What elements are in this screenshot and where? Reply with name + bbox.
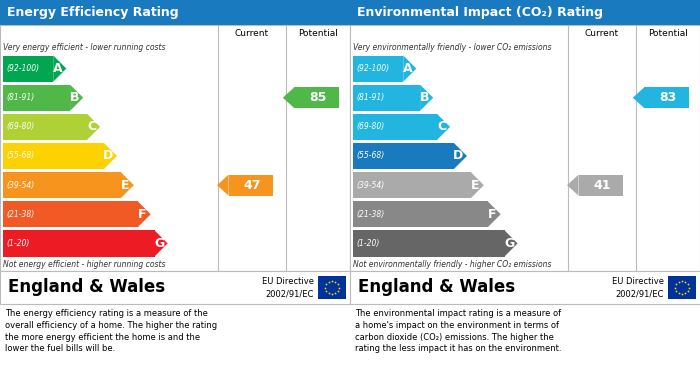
Polygon shape (470, 172, 484, 198)
Polygon shape (420, 84, 433, 111)
Bar (644, 87, 689, 108)
Bar (350, 25, 700, 271)
Bar (229, 175, 273, 196)
Text: Energy Efficiency Rating: Energy Efficiency Rating (7, 6, 178, 19)
Bar (3, 56, 53, 82)
Text: E: E (121, 179, 130, 192)
Text: The energy efficiency rating is a measure of the
overall efficiency of a home. T: The energy efficiency rating is a measur… (5, 309, 217, 353)
Text: Very energy efficient - lower running costs: Very energy efficient - lower running co… (3, 43, 165, 52)
Text: C: C (87, 120, 96, 133)
Text: B: B (420, 91, 429, 104)
Bar (353, 201, 488, 227)
Text: (69-80): (69-80) (6, 122, 34, 131)
Text: 41: 41 (593, 179, 610, 192)
Text: 47: 47 (243, 179, 260, 192)
Polygon shape (633, 87, 644, 108)
Text: (21-38): (21-38) (6, 210, 34, 219)
Text: Very environmentally friendly - lower CO₂ emissions: Very environmentally friendly - lower CO… (353, 43, 552, 52)
Bar (350, 0, 700, 25)
Text: Potential: Potential (298, 29, 338, 38)
Text: D: D (454, 149, 463, 163)
Text: G: G (154, 237, 164, 250)
Text: (92-100): (92-100) (6, 64, 39, 73)
Polygon shape (53, 56, 66, 82)
Bar (3, 143, 104, 169)
Bar (353, 172, 470, 198)
Text: (69-80): (69-80) (356, 122, 384, 131)
Polygon shape (120, 172, 134, 198)
Text: England & Wales: England & Wales (358, 278, 515, 296)
Polygon shape (488, 201, 500, 227)
Bar (318, 276, 346, 300)
Text: G: G (504, 237, 514, 250)
Bar (668, 276, 696, 300)
Text: A: A (403, 62, 412, 75)
Polygon shape (217, 175, 229, 196)
Text: D: D (104, 149, 113, 163)
Bar (3, 114, 87, 140)
Text: EU Directive
2002/91/EC: EU Directive 2002/91/EC (612, 277, 664, 298)
Text: Potential: Potential (648, 29, 688, 38)
Text: Not environmentally friendly - higher CO₂ emissions: Not environmentally friendly - higher CO… (353, 260, 552, 269)
Text: Environmental Impact (CO₂) Rating: Environmental Impact (CO₂) Rating (357, 6, 603, 19)
Bar (353, 56, 403, 82)
Polygon shape (138, 201, 150, 227)
Text: (1-20): (1-20) (6, 239, 29, 248)
Text: (55-68): (55-68) (356, 151, 384, 160)
Bar (3, 84, 70, 111)
Text: (39-54): (39-54) (6, 181, 34, 190)
Polygon shape (283, 87, 294, 108)
Bar (353, 114, 437, 140)
Polygon shape (567, 175, 579, 196)
Bar (3, 230, 155, 256)
Text: Not energy efficient - higher running costs: Not energy efficient - higher running co… (3, 260, 165, 269)
Bar (0, 25, 350, 271)
Text: (1-20): (1-20) (356, 239, 379, 248)
Polygon shape (505, 230, 517, 256)
Bar (353, 143, 454, 169)
Polygon shape (87, 114, 100, 140)
Text: Current: Current (585, 29, 619, 38)
Text: (92-100): (92-100) (356, 64, 389, 73)
Text: B: B (70, 91, 79, 104)
Bar (3, 172, 120, 198)
Polygon shape (437, 114, 450, 140)
Bar (350, 271, 700, 304)
Text: A: A (53, 62, 62, 75)
Text: (81-91): (81-91) (6, 93, 34, 102)
Text: England & Wales: England & Wales (8, 278, 165, 296)
Bar (579, 175, 623, 196)
Polygon shape (155, 230, 167, 256)
Text: Current: Current (235, 29, 269, 38)
Polygon shape (104, 143, 117, 169)
Polygon shape (454, 143, 467, 169)
Bar (0, 0, 350, 25)
Text: (21-38): (21-38) (356, 210, 384, 219)
Text: F: F (488, 208, 496, 221)
Text: C: C (437, 120, 446, 133)
Bar (3, 201, 138, 227)
Text: 85: 85 (309, 91, 327, 104)
Text: F: F (138, 208, 146, 221)
Bar (353, 84, 420, 111)
Text: (81-91): (81-91) (356, 93, 384, 102)
Text: (55-68): (55-68) (6, 151, 34, 160)
Bar (0, 271, 350, 304)
Polygon shape (70, 84, 83, 111)
Text: The environmental impact rating is a measure of
a home's impact on the environme: The environmental impact rating is a mea… (355, 309, 561, 353)
Text: (39-54): (39-54) (356, 181, 384, 190)
Text: 83: 83 (659, 91, 676, 104)
Bar (294, 87, 339, 108)
Polygon shape (403, 56, 416, 82)
Bar (353, 230, 505, 256)
Text: E: E (471, 179, 480, 192)
Text: EU Directive
2002/91/EC: EU Directive 2002/91/EC (262, 277, 314, 298)
